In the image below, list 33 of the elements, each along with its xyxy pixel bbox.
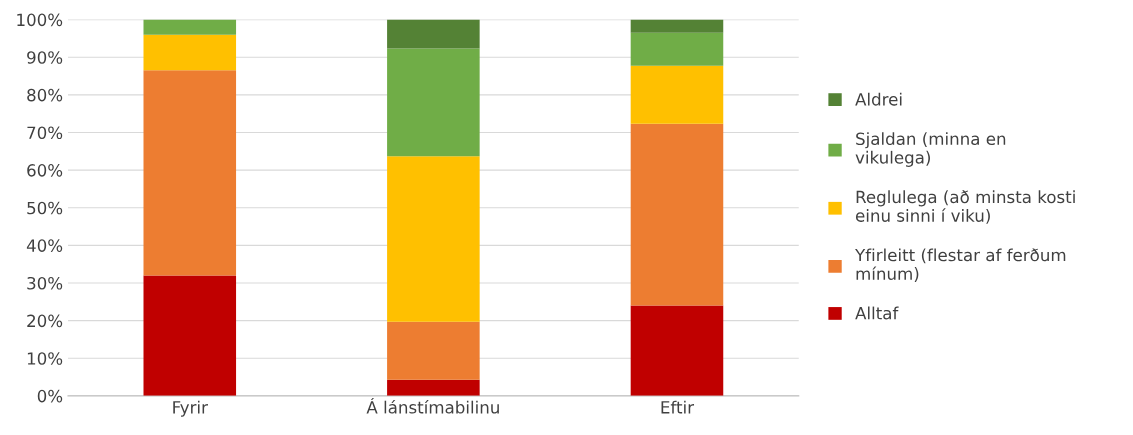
bar bbox=[143, 275, 237, 396]
bar bbox=[630, 123, 724, 306]
y-tick-label: 70% bbox=[27, 126, 63, 140]
legend-label: Sjaldan (minna en vikulega) bbox=[855, 132, 1006, 167]
bar bbox=[387, 48, 480, 157]
y-tick-label: 30% bbox=[27, 276, 63, 290]
y-tick-label: 100% bbox=[17, 13, 63, 27]
bar bbox=[387, 321, 480, 380]
y-tick-label: 20% bbox=[27, 314, 63, 328]
bar bbox=[143, 70, 237, 276]
x-tick-label: Fyrir bbox=[173, 400, 208, 417]
bar bbox=[387, 379, 480, 396]
y-tick-label: 90% bbox=[27, 51, 63, 64]
bar bbox=[387, 19, 480, 49]
bar bbox=[387, 156, 480, 322]
x-tick-label: Eftir bbox=[661, 400, 695, 414]
bar bbox=[143, 19, 237, 35]
legend-label: Yfirleitt (flestar af ferðum mínum) bbox=[855, 248, 1066, 282]
y-tick-label: 40% bbox=[26, 239, 63, 252]
y-tick-label: 50% bbox=[27, 201, 63, 215]
y-tick-label: 0% bbox=[37, 389, 63, 403]
bar bbox=[630, 305, 724, 396]
y-tick-label: 60% bbox=[27, 164, 63, 177]
legend-label: Aldrei bbox=[855, 92, 902, 106]
bar bbox=[630, 32, 724, 66]
bar bbox=[630, 65, 724, 124]
y-tick-label: 10% bbox=[27, 352, 63, 365]
legend-label: Alltaf bbox=[855, 306, 899, 320]
legend-label: Reglulega (að minsta kosti einu sinni í viku) bbox=[855, 190, 1075, 224]
bar bbox=[143, 34, 237, 71]
bar bbox=[630, 19, 724, 33]
x-tick-label: Á lánstímabilinu bbox=[366, 397, 499, 414]
y-tick-label: 80% bbox=[27, 88, 63, 102]
